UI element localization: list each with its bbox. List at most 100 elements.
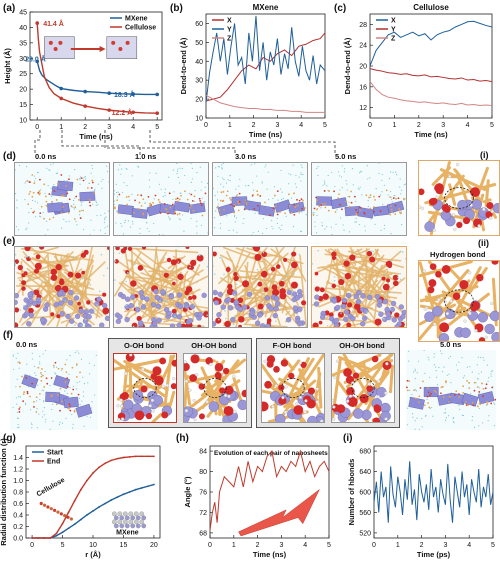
solvent-atom: [447, 415, 450, 417]
cellulose-atom: [176, 197, 179, 200]
solvent-atom: [55, 366, 58, 368]
hydrogen-atom: [320, 419, 324, 422]
water-atom: [154, 257, 157, 259]
mxene-atom: [122, 519, 128, 525]
solvent-atom: [321, 222, 323, 224]
solvent-atom: [169, 217, 171, 220]
solvent-atom: [461, 414, 463, 416]
oxygen-atom: [491, 261, 499, 265]
solvent-atom: [60, 369, 62, 372]
solvent-atom: [74, 351, 76, 354]
solvent-atom: [271, 220, 273, 222]
legend-label: Z: [227, 36, 232, 43]
cellulose-atom: [462, 385, 465, 388]
mxene-atom: [350, 315, 356, 322]
oxygen-atom: [238, 324, 242, 327]
cellulose-atom: [70, 205, 73, 207]
cellulose-atom: [316, 199, 318, 202]
hydrogen-atom: [303, 410, 307, 414]
solvent-atom: [19, 396, 22, 398]
cellulose-atom: [473, 381, 476, 384]
value-annotation: 12.2 Å: [112, 108, 133, 117]
solvent-atom: [316, 214, 318, 217]
mxene-atom: [457, 199, 468, 211]
solvent-atom: [177, 176, 179, 179]
zoom-hydrogen-bond-i: [418, 160, 500, 236]
cellulose-atom: [238, 202, 240, 205]
x-tick-label: 5: [327, 542, 331, 549]
hydrogen-atom: [223, 393, 228, 398]
solvent-atom: [491, 370, 494, 372]
solvent-atom: [352, 184, 354, 186]
cellulose-chain: [330, 267, 387, 279]
data-point: [107, 91, 111, 95]
solvent-atom: [458, 404, 460, 406]
oxygen-atom: [50, 274, 58, 281]
oxygen-atom: [314, 286, 320, 292]
solvent-atom: [43, 401, 45, 403]
cellulose-atom: [190, 193, 193, 196]
solvent-atom: [455, 364, 457, 366]
mxene-atom: [353, 408, 364, 419]
oxygen-atom: [39, 247, 45, 250]
cellulose-atom: [19, 362, 21, 365]
oxygen-atom: [184, 290, 190, 296]
solvent-atom: [131, 193, 133, 195]
oxygen-atom: [67, 271, 74, 278]
solvent-atom: [169, 219, 171, 221]
mxene-atom: [139, 511, 145, 517]
cellulose-atom: [339, 203, 341, 206]
solvent-atom: [47, 229, 49, 231]
mxene-atom: [96, 296, 102, 302]
solvent-atom: [446, 374, 448, 376]
cellulose-atom: [226, 190, 229, 193]
mxene-atom: [59, 311, 65, 317]
cellulose-atom: [480, 382, 483, 385]
cellulose-atom: [59, 409, 61, 412]
hydrogen-atom: [161, 384, 165, 388]
solvent-atom: [79, 183, 81, 185]
cellulose-atom: [71, 366, 74, 369]
oxygen-atom: [58, 279, 65, 286]
oxygen-atom: [434, 184, 442, 192]
x-tick-label: 2: [417, 122, 421, 129]
solvent-atom: [441, 371, 444, 373]
cellulose-atom: [65, 185, 68, 187]
hydrogen-atom: [188, 388, 192, 392]
mxene-atom: [477, 312, 488, 323]
cellulose-atom: [218, 209, 221, 212]
data-point: [155, 111, 159, 116]
solvent-atom: [131, 175, 134, 177]
data-point: [110, 499, 113, 501]
solvent-atom: [252, 189, 255, 191]
cellulose-atom: [158, 201, 161, 204]
cellulose-atom: [466, 379, 469, 382]
closeup-oh-oh-1: [183, 353, 247, 423]
cellulose-atom: [43, 183, 46, 186]
x-tick-label: 3: [275, 122, 279, 129]
solvent-atom: [331, 171, 333, 174]
cellulose-atom: [59, 387, 62, 390]
mxene-atom: [154, 294, 160, 301]
solvent-atom: [116, 210, 118, 212]
y-tick-label: 15: [19, 102, 27, 109]
solvent-atom: [213, 227, 216, 229]
mxene-atom: [23, 305, 29, 311]
solvent-atom: [369, 196, 372, 198]
cellulose-bond: [314, 372, 322, 400]
oxygen-atom: [238, 316, 245, 323]
solvent-atom: [394, 194, 396, 197]
cellulose-atom: [320, 204, 323, 207]
x-tick-label: 4: [466, 122, 470, 129]
oxygen-atom: [203, 311, 208, 318]
cellulose-atom: [45, 377, 48, 380]
water-atom: [193, 304, 195, 306]
mxene-atom: [138, 290, 144, 296]
solvent-atom: [73, 203, 75, 206]
cellulose-atom: [490, 402, 493, 405]
solvent-atom: [63, 179, 65, 182]
solvent-atom: [354, 221, 356, 223]
mxene-atom: [313, 301, 320, 307]
oxygen-atom: [177, 273, 184, 280]
mxene-atom: [297, 306, 303, 312]
